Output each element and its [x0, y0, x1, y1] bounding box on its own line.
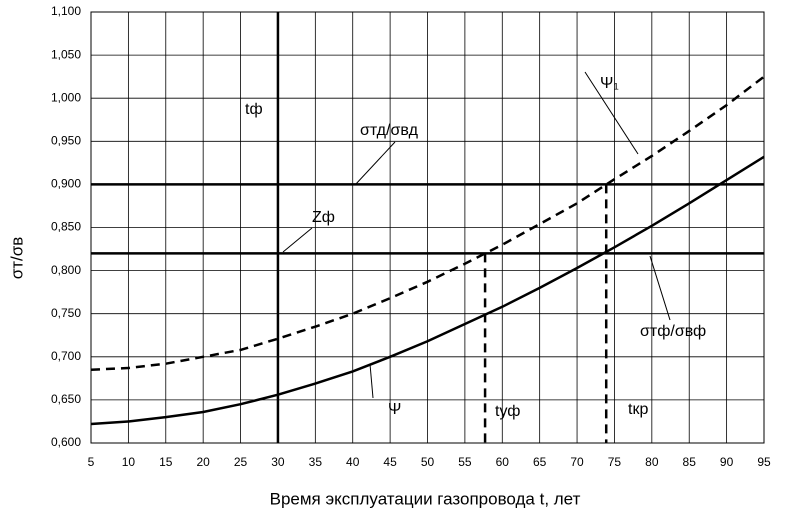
leader-line	[649, 255, 671, 321]
x-tick-label: 5	[88, 455, 95, 469]
annotation: σтд/σвд	[360, 122, 419, 139]
series-line	[90, 155, 765, 426]
x-tick-label: 35	[309, 455, 323, 469]
x-tick-label: 50	[421, 455, 435, 469]
x-tick-label: 75	[608, 455, 622, 469]
x-tick-label: 55	[458, 455, 472, 469]
x-tick-label: 40	[346, 455, 360, 469]
x-tick-label: 15	[159, 455, 173, 469]
x-tick-label: 95	[757, 455, 771, 469]
x-tick-label: 20	[196, 455, 210, 469]
y-tick-label: 0,600	[51, 435, 81, 449]
x-tick-label: 10	[122, 455, 136, 469]
y-tick-label: 0,900	[51, 177, 81, 191]
x-axis-title: Время эксплуатации газопровода t, лет	[270, 489, 581, 508]
plot-frame	[90, 11, 765, 444]
y-tick-label: 0,700	[51, 349, 81, 363]
y-tick-label: 1,100	[51, 4, 81, 18]
x-tick-label: 80	[645, 455, 659, 469]
y-tick-label: 0,850	[51, 220, 81, 234]
series-label: Ψ	[388, 401, 401, 418]
y-tick-label: 1,050	[51, 47, 81, 61]
leader-line	[369, 363, 374, 399]
annotation: σтф/σвф	[640, 323, 706, 340]
y-tick-label: 0,750	[51, 306, 81, 320]
y-axis-title: σт/σв	[7, 237, 26, 280]
leader-line	[584, 71, 639, 155]
x-tick-label: 70	[570, 455, 584, 469]
x-tick-label: 90	[720, 455, 734, 469]
x-tick-label: 30	[271, 455, 285, 469]
series-label: Ψ₁	[600, 75, 619, 92]
y-tick-label: 0,800	[51, 263, 81, 277]
x-tick-label: 60	[496, 455, 510, 469]
annotation: tуф	[495, 403, 520, 420]
y-tick-label: 0,950	[51, 133, 81, 147]
y-tick-label: 0,650	[51, 392, 81, 406]
leader-line	[282, 227, 313, 253]
annotation: tф	[245, 101, 263, 118]
annotation: Zф	[312, 209, 335, 226]
x-tick-label: 85	[683, 455, 697, 469]
x-tick-label: 45	[383, 455, 397, 469]
leader-line	[354, 141, 396, 186]
series-line	[90, 75, 765, 371]
x-tick-label: 65	[533, 455, 547, 469]
annotation: tкр	[628, 401, 648, 418]
x-tick-label: 25	[234, 455, 248, 469]
y-tick-label: 1,000	[51, 90, 81, 104]
